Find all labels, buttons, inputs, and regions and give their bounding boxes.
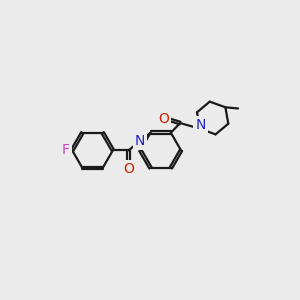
Text: F: F: [62, 143, 70, 157]
Text: O: O: [158, 112, 169, 126]
Text: N: N: [135, 134, 145, 148]
Text: O: O: [123, 162, 134, 176]
Text: H: H: [136, 133, 145, 143]
Text: N: N: [195, 118, 206, 132]
